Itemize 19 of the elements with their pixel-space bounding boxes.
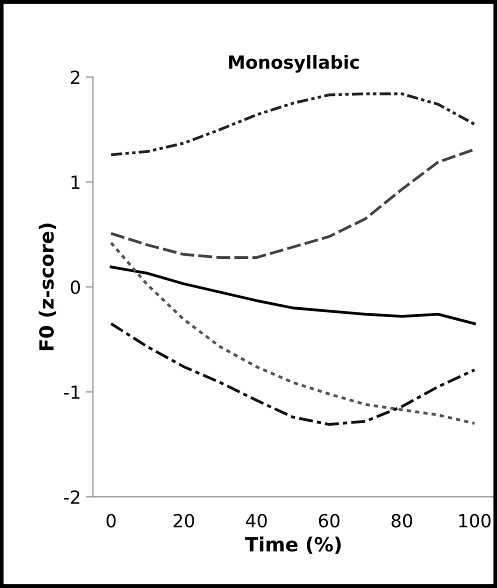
- x-tick-label: 60: [318, 514, 340, 528]
- line-series: [110, 148, 476, 259]
- x-tick-label: 0: [106, 514, 116, 528]
- line-series: [110, 322, 476, 426]
- line-series: [110, 241, 476, 425]
- line-series: [110, 266, 476, 326]
- line-series: [110, 92, 476, 156]
- y-tick-label: 1: [72, 176, 80, 189]
- y-tick-label: 0: [70, 280, 80, 294]
- x-tick-label: 20: [174, 514, 194, 528]
- chart-title: Monosyllabic: [229, 54, 359, 73]
- x-tick-label: 100: [459, 514, 491, 528]
- x-axis-title: Time (%): [245, 536, 341, 554]
- y-axis-title: F0 (z-score): [38, 224, 56, 350]
- y-tick-label: -1: [64, 386, 80, 399]
- x-tick-label: 80: [392, 514, 412, 528]
- x-tick-label: 40: [246, 514, 267, 528]
- y-tick-label: 2: [70, 70, 80, 84]
- y-tick-label: -2: [64, 490, 80, 504]
